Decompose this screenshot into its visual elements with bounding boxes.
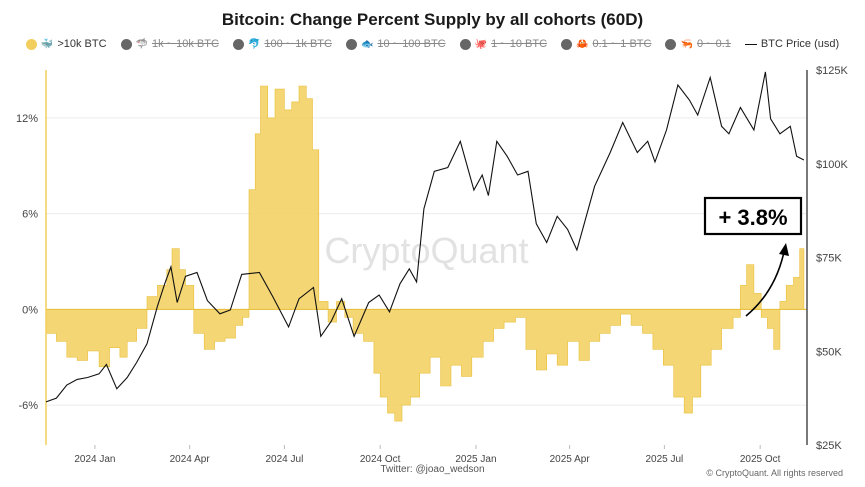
x-tick-label: 2025 Jul	[645, 454, 683, 465]
shark-icon: 🦈	[135, 38, 148, 50]
annotation-text: + 3.8%	[718, 205, 787, 230]
y-left-tick-label: 6%	[22, 209, 38, 221]
whale-icon: 🐳	[40, 38, 54, 50]
legend-item-shrimp[interactable]: 🦐 0 ~ 0.1	[665, 38, 731, 50]
legend-dot	[561, 38, 573, 50]
x-tick-label: 2025 Apr	[550, 454, 591, 465]
series-line-btc-price	[45, 71, 805, 403]
legend-label: 0 ~ 0.1	[696, 38, 731, 50]
legend-item-octopus[interactable]: 🐙 1 ~ 10 BTC	[459, 38, 548, 50]
legend-label: 10 ~ 100 BTC	[377, 38, 446, 50]
annotation-arrowhead	[779, 243, 789, 256]
credit-twitter: Twitter: @joao_wedson	[380, 464, 485, 475]
legend-label: 1 ~ 10 BTC	[491, 38, 548, 50]
x-tick-label: 2024 Jan	[74, 454, 115, 465]
legend-dot	[120, 38, 132, 50]
y-right-tick-label: $50K	[816, 346, 842, 358]
legend-label: 100 ~ 1k BTC	[264, 38, 332, 50]
legend-item-fish[interactable]: 🐟 10 ~ 100 BTC	[345, 38, 446, 50]
annotation-arrow	[745, 251, 785, 317]
x-tick-label: 2024 Apr	[170, 454, 211, 465]
legend-dot	[25, 38, 37, 50]
y-right-tick-label: $100K	[816, 159, 848, 171]
series-area-whales	[45, 85, 805, 422]
legend-item-whales[interactable]: 🐳 >10k BTC	[25, 38, 107, 50]
x-tick-label: 2025 Jan	[455, 454, 496, 465]
octopus-icon: 🐙	[474, 38, 488, 50]
fish-icon: 🐟	[360, 38, 374, 50]
x-tick-label: 2024 Jul	[265, 454, 303, 465]
dolphin-icon: 🐬	[247, 38, 261, 50]
y-right-tick-label: $125K	[816, 65, 848, 77]
y-left-tick-label: 12%	[16, 113, 38, 125]
legend-label: BTC Price (usd)	[760, 38, 840, 50]
crab-icon: 🦀	[576, 38, 589, 50]
credit-copyright: © CryptoQuant. All rights reserved	[706, 468, 843, 478]
watermark: CryptoQuant	[324, 230, 528, 271]
annotation-box	[703, 196, 803, 236]
legend-item-dolphins[interactable]: 🐬 100 ~ 1k BTC	[232, 38, 332, 50]
y-right-tick-label: $25K	[816, 440, 842, 452]
x-tick-label: 2025 Oct	[740, 454, 781, 465]
legend-label: >10k BTC	[57, 38, 107, 50]
chart-title: Bitcoin: Change Percent Supply by all co…	[221, 10, 644, 29]
y-left-tick-label: -6%	[18, 400, 38, 412]
y-right-tick-label: $75K	[816, 253, 842, 265]
legend-dot	[345, 38, 357, 50]
legend-dot	[665, 38, 677, 50]
legend-dot	[232, 38, 244, 50]
y-left-tick-label: 0%	[22, 304, 38, 316]
line-icon	[744, 43, 757, 45]
legend-label: 0.1 ~ 1 BTC	[592, 38, 652, 50]
x-tick-label: 2024 Oct	[360, 454, 401, 465]
legend: 🐳 >10k BTC 🦈 1k ~ 10k BTC 🐬 100 ~ 1k BTC…	[0, 38, 865, 50]
legend-item-crab[interactable]: 🦀 0.1 ~ 1 BTC	[561, 38, 651, 50]
shrimp-icon: 🦐	[680, 38, 693, 50]
legend-item-btc-price[interactable]: BTC Price (usd)	[744, 38, 840, 50]
legend-label: 1k ~ 10k BTC	[151, 38, 219, 50]
legend-dot	[459, 38, 471, 50]
legend-item-sharks[interactable]: 🦈 1k ~ 10k BTC	[120, 38, 219, 50]
